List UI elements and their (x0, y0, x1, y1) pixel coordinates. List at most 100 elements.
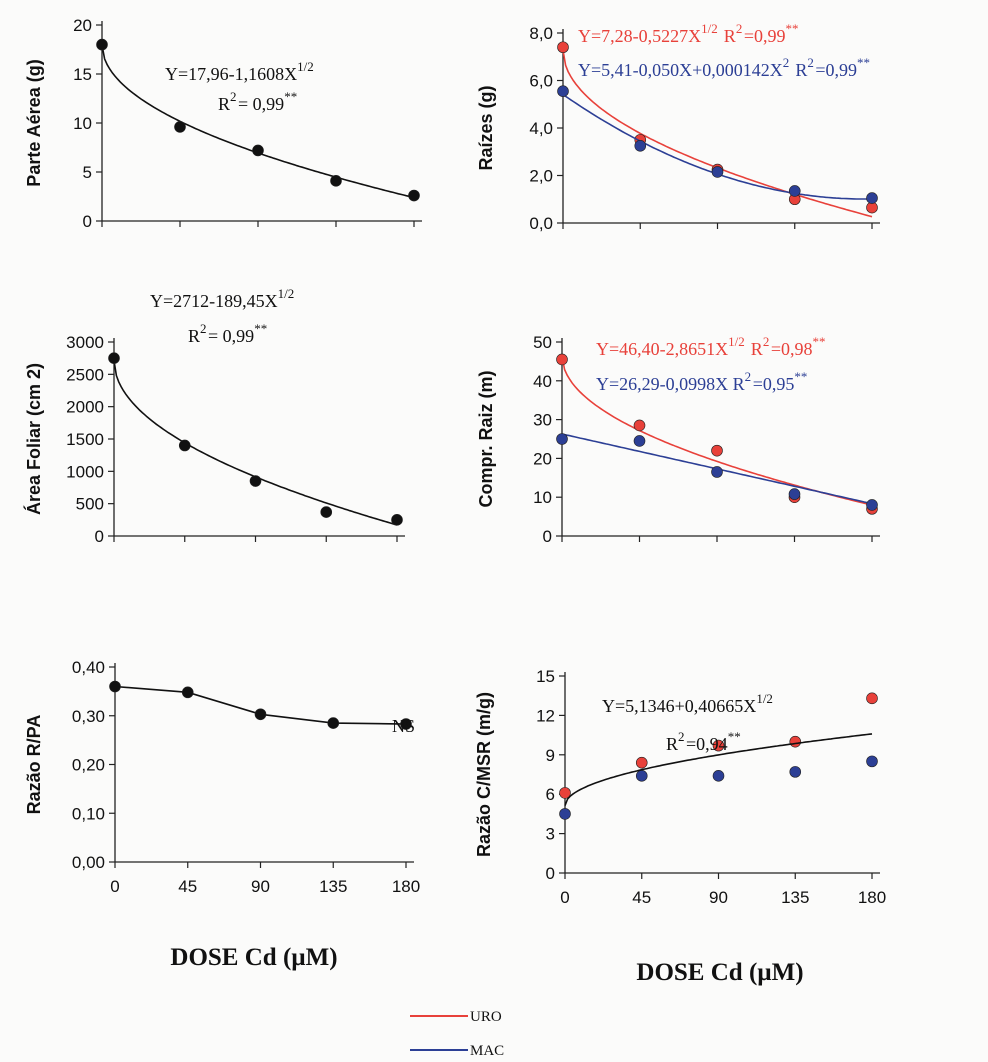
x-tick-label: 135 (319, 877, 347, 896)
data-point-URO (633, 419, 646, 432)
fit-line-0 (113, 360, 398, 526)
data-point-series (327, 717, 340, 729)
y-tick-label: 0,10 (72, 804, 105, 823)
data-point-MAC (712, 770, 725, 782)
equation-label: R2 = 0,99** (218, 89, 297, 114)
y-tick-label: 30 (533, 411, 552, 430)
chart-af: 0 500 1000 1500 2000 2500 3000 Área Foliar (cm … (23, 286, 405, 546)
y-tick-label: 0,0 (529, 214, 553, 233)
data-point-MAC (556, 433, 568, 445)
data-point-series (408, 189, 420, 202)
data-point-URO (789, 735, 802, 748)
equation-label: Y=26,29-0,0998X R2 =0,95** (596, 369, 807, 394)
y-tick-label: 1000 (66, 462, 104, 481)
x-tick-label: 90 (251, 877, 270, 896)
chart-cr: 0 10 20 30 40 50 Compr. Raiz (m) Y=46,40-2,8651… (476, 333, 880, 546)
data-point-series (174, 121, 186, 133)
data-point-series (181, 686, 194, 699)
y-axis-label: Razão C/MSR (m/g) (474, 692, 494, 857)
data-point-series (108, 352, 120, 364)
data-point-series (400, 718, 412, 730)
x-tick-label: 180 (392, 877, 420, 896)
equation-label: Y=2712-189,45X1/2 (150, 286, 296, 311)
data-point-MAC (866, 755, 878, 768)
y-tick-label: 0,30 (72, 707, 105, 726)
y-axis-label: Área Foliar (cm 2) (23, 363, 44, 515)
y-axis-label: Compr. Raiz (m) (476, 370, 496, 507)
data-point-series (96, 38, 108, 51)
data-point-series (320, 506, 333, 518)
data-point-URO (866, 692, 878, 705)
data-point-URO (556, 353, 568, 366)
legend-uro-label: URO (470, 1009, 502, 1025)
x-tick-label: 0 (110, 877, 119, 896)
equation-label: Y=5,1346+0,40665X1/2 (602, 691, 774, 716)
y-tick-label: 0 (95, 527, 104, 546)
chart-cmsr: 0 3 6 9 12 15 0 45 90 135 180 Razão C/MSR (m/g) Y=5,… (474, 667, 886, 907)
data-point-MAC (788, 488, 801, 500)
y-tick-label: 0 (543, 527, 552, 546)
y-axis-label: Raízes (g) (476, 85, 496, 170)
y-tick-label: 6,0 (529, 72, 553, 91)
data-point-MAC (559, 808, 571, 820)
fit-line-MAC (562, 93, 872, 200)
data-point-MAC (789, 766, 802, 778)
chart-raizes: 0,0 2,0 4,0 6,0 8,0 Raízes (g) Y=7,28-0,5227X1… (476, 21, 880, 233)
y-tick-label: 0,00 (72, 853, 105, 872)
legend-mac-label: MAC (470, 1043, 504, 1059)
data-point-URO (712, 739, 725, 752)
data-point-series (249, 475, 262, 487)
data-point-series (391, 514, 403, 526)
y-tick-label: 0,40 (72, 658, 105, 677)
chart-pa: 0 5 10 15 20 Parte Aérea (g) Y=17,96-1,1608X1/… (24, 16, 422, 231)
y-tick-label: 0,20 (72, 756, 105, 775)
y-tick-label: 2,0 (529, 167, 553, 186)
y-tick-label: 0 (83, 212, 92, 231)
x-tick-label: 135 (781, 888, 809, 907)
y-tick-label: 8,0 (529, 24, 553, 43)
fit-line-2 (564, 733, 873, 806)
y-tick-label: 2000 (66, 398, 104, 417)
equation-label: Y=5,41-0,050X+0,000142X2 R2 =0,99** (578, 55, 870, 80)
data-point-MAC (557, 85, 569, 97)
y-tick-label: 1500 (66, 430, 104, 449)
data-point-URO (557, 41, 569, 54)
legend: URO MAC (410, 1009, 504, 1059)
data-point-MAC (711, 466, 723, 478)
y-tick-label: 40 (533, 372, 552, 391)
x-tick-label: 90 (709, 888, 728, 907)
x-tick-label: 45 (632, 888, 651, 907)
chart-rpa: 0,00 0,10 0,20 0,30 0,40 0 45 90 135 180 Razão R/P… (24, 658, 420, 896)
x-tick-label: 45 (178, 877, 197, 896)
data-point-MAC (788, 185, 801, 197)
y-tick-label: 12 (536, 706, 555, 725)
equation-label: NS (392, 716, 415, 736)
data-point-MAC (635, 770, 648, 782)
y-tick-label: 15 (73, 65, 92, 84)
data-point-MAC (866, 192, 878, 204)
y-tick-label: 50 (533, 333, 552, 352)
y-tick-label: 500 (76, 495, 104, 514)
data-point-MAC (711, 166, 724, 178)
y-tick-label: 9 (546, 746, 555, 765)
x-axis-label-right: DOSE Cd (µM) (636, 959, 803, 986)
data-point-series (178, 439, 191, 452)
data-point-MAC (866, 499, 878, 511)
data-point-URO (711, 444, 723, 457)
x-tick-label: 0 (560, 888, 569, 907)
y-tick-label: 3 (546, 825, 555, 844)
y-tick-label: 6 (546, 785, 555, 804)
equation-label: Y=46,40-2,8651X1/2 R2 =0,98** (596, 334, 825, 359)
equation-label: R2 =0,94** (666, 729, 741, 754)
data-point-series (252, 144, 264, 157)
y-tick-label: 15 (536, 667, 555, 686)
y-tick-label: 10 (533, 488, 552, 507)
equation-label: Y=17,96-1,1608X1/2 (165, 59, 315, 84)
data-point-series (330, 175, 342, 187)
y-tick-label: 0 (546, 864, 555, 883)
data-point-URO (635, 756, 648, 769)
data-point-series (109, 680, 121, 693)
x-tick-label: 180 (858, 888, 886, 907)
y-tick-label: 4,0 (529, 119, 553, 138)
